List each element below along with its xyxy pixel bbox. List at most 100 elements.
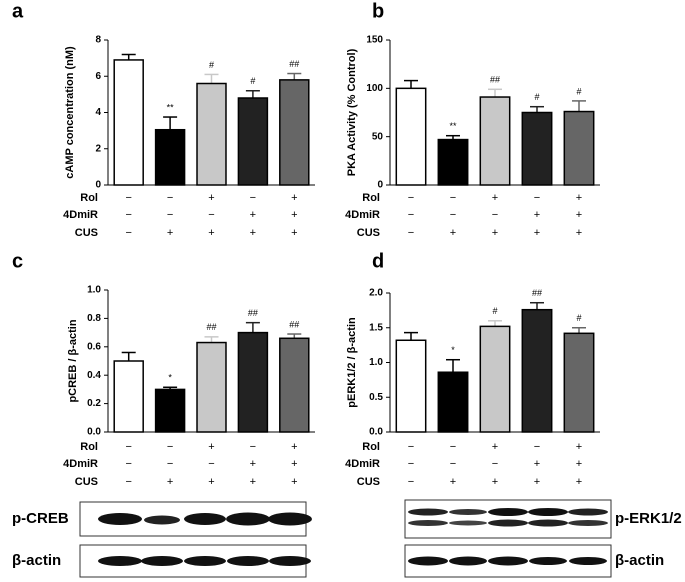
treatment-sign: − (408, 458, 414, 470)
treatment-sign: − (125, 476, 131, 488)
band (488, 508, 528, 516)
band (144, 515, 180, 525)
treatment-sign: − (450, 458, 456, 470)
panel-label: b (372, 0, 384, 22)
y-tick-label: 100 (366, 83, 383, 94)
treatment-sign: − (408, 209, 414, 221)
treatment-sign: + (576, 209, 582, 221)
treatment-sign: + (576, 441, 582, 453)
treatment-sign: + (167, 476, 173, 488)
treatment-sign: + (167, 227, 173, 239)
band (528, 519, 568, 527)
treatment-sign: + (250, 227, 256, 239)
y-axis-label: pCREB / β-actin (67, 319, 79, 402)
y-tick-label: 0.4 (87, 370, 101, 381)
treatment-sign: + (208, 227, 214, 239)
treatment-sign: + (208, 192, 214, 204)
treatment-sign: − (408, 476, 414, 488)
band (408, 508, 448, 516)
band (488, 519, 528, 527)
blot-label: β-actin (615, 552, 664, 569)
significance: # (576, 313, 581, 323)
y-axis-label: PKA Activity (% Control) (346, 48, 358, 176)
treatment-sign: + (576, 192, 582, 204)
blot-d: p-ERK1/2 β-actin (404, 499, 682, 578)
treatment-sign: + (291, 441, 297, 453)
bar (237, 331, 269, 433)
treatment-sign: − (492, 209, 498, 221)
significance: ## (289, 319, 299, 329)
band (184, 513, 226, 525)
band (529, 557, 567, 565)
treatment-name: 4DmiR (345, 458, 380, 470)
panel-label: c (12, 250, 23, 272)
y-tick-label: 1.5 (369, 322, 383, 333)
y-tick-label: 0.8 (87, 313, 101, 324)
band (528, 508, 568, 516)
bar (154, 388, 186, 433)
treatment-sign: + (450, 476, 456, 488)
bar (521, 308, 553, 433)
significance: ** (449, 121, 457, 131)
treatment-sign: + (250, 476, 256, 488)
treatment-name: 4DmiR (345, 209, 380, 221)
treatment-sign: − (408, 227, 414, 239)
band (568, 520, 608, 526)
y-tick-label: 0 (95, 180, 101, 191)
y-tick-label: 0.5 (369, 392, 383, 403)
treatment-sign: + (576, 227, 582, 239)
y-tick-label: 2 (95, 143, 101, 154)
treatment-name: 4DmiR (63, 458, 98, 470)
bar (395, 87, 427, 186)
y-tick-label: 1.0 (369, 357, 383, 368)
y-tick-label: 0.2 (87, 398, 101, 409)
bar (237, 97, 269, 186)
y-axis-label: pERK1/2 / β-actin (346, 317, 358, 408)
band (141, 556, 183, 566)
treatment-sign: + (576, 476, 582, 488)
treatment-sign: − (408, 441, 414, 453)
treatment-sign: − (534, 441, 540, 453)
treatment-name: CUS (357, 227, 380, 239)
treatment-sign: + (492, 476, 498, 488)
bar (279, 79, 310, 186)
treatment-sign: + (492, 227, 498, 239)
treatment-name: Rol (80, 441, 98, 453)
treatment-sign: + (534, 227, 540, 239)
significance: # (576, 86, 581, 96)
treatment-name: CUS (75, 227, 98, 239)
treatment-sign: − (125, 458, 131, 470)
treatment-sign: − (450, 441, 456, 453)
blot-box (404, 499, 612, 539)
treatment-sign: + (534, 476, 540, 488)
band (98, 513, 142, 525)
significance: # (492, 306, 497, 316)
significance: ** (167, 102, 175, 112)
bar (196, 82, 227, 186)
treatment-name: CUS (357, 476, 380, 488)
treatment-sign: − (125, 192, 131, 204)
band (488, 556, 528, 566)
band (449, 556, 487, 566)
treatment-sign: + (291, 476, 297, 488)
significance: * (168, 373, 172, 383)
bar (437, 371, 469, 433)
band (569, 557, 607, 565)
treatment-sign: + (291, 227, 297, 239)
bar (395, 339, 427, 433)
treatment-sign: − (450, 192, 456, 204)
y-tick-label: 150 (366, 35, 383, 46)
y-tick-label: 50 (372, 131, 384, 142)
treatment-sign: − (125, 441, 131, 453)
significance: ## (289, 59, 299, 69)
treatment-sign: − (208, 458, 214, 470)
band (226, 512, 270, 526)
band (568, 508, 608, 516)
treatment-sign: + (208, 476, 214, 488)
treatment-sign: + (208, 441, 214, 453)
treatment-sign: − (167, 441, 173, 453)
treatment-sign: − (125, 209, 131, 221)
significance: ## (206, 322, 216, 332)
y-tick-label: 4 (95, 107, 101, 118)
significance: ## (490, 75, 500, 85)
